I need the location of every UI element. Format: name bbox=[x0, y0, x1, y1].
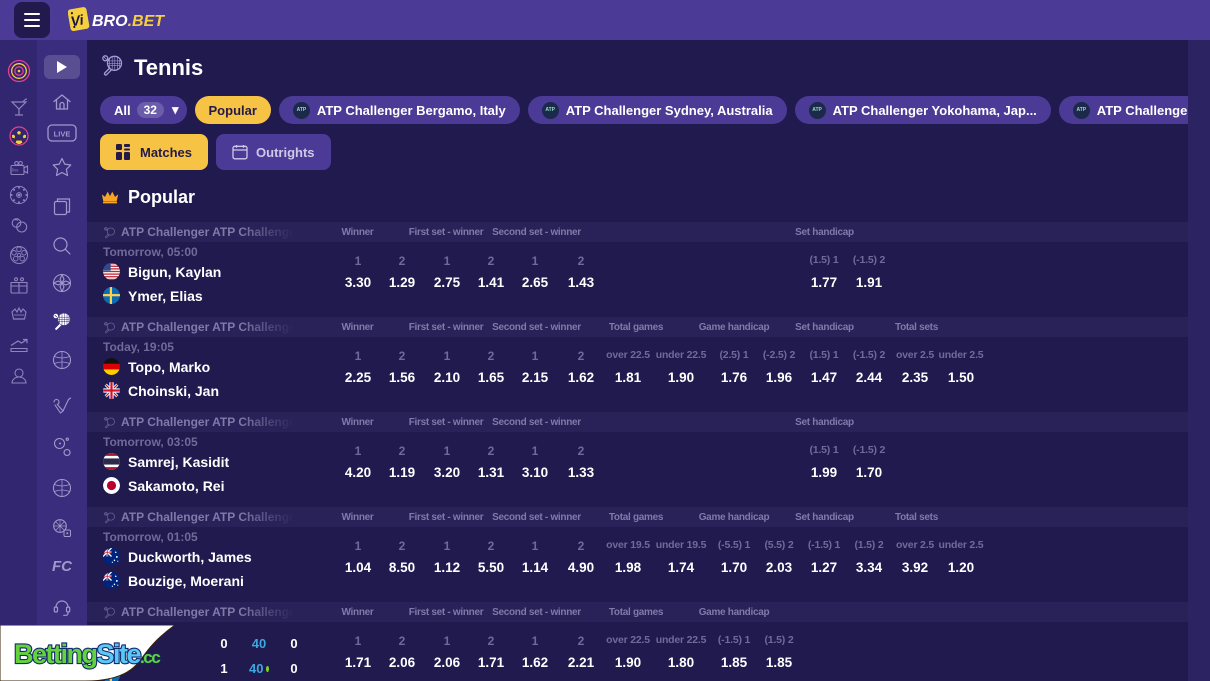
svg-text:live: live bbox=[12, 168, 19, 173]
svg-text:LIVE: LIVE bbox=[54, 130, 71, 139]
svg-text:BRO.BET: BRO.BET bbox=[92, 13, 165, 30]
